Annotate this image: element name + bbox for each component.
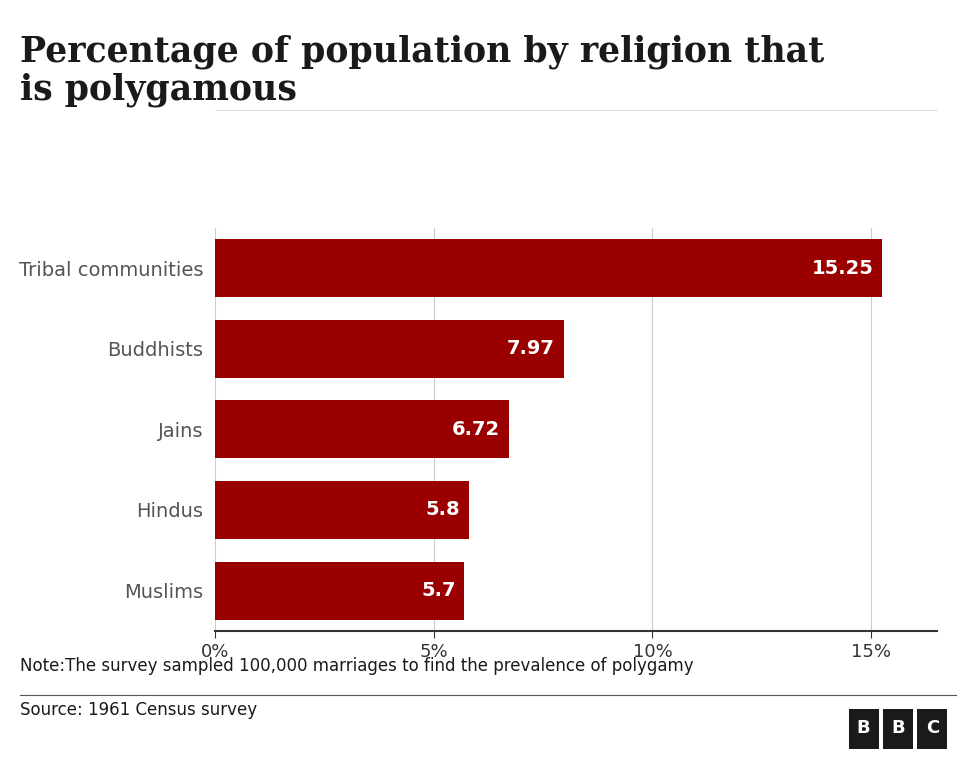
Text: B: B	[857, 719, 871, 737]
Text: 15.25: 15.25	[812, 258, 874, 277]
FancyBboxPatch shape	[883, 709, 913, 749]
Text: 5.8: 5.8	[426, 500, 460, 520]
Text: 6.72: 6.72	[452, 420, 500, 439]
Text: B: B	[891, 719, 905, 737]
FancyBboxPatch shape	[917, 709, 948, 749]
Text: 5.7: 5.7	[421, 581, 456, 600]
Bar	[215, 401, 508, 458]
Text: C: C	[925, 719, 939, 737]
Bar	[215, 562, 465, 619]
FancyBboxPatch shape	[848, 709, 878, 749]
Text: Note:The survey sampled 100,000 marriages to find the prevalence of polygamy: Note:The survey sampled 100,000 marriage…	[20, 657, 693, 676]
Text: is polygamous: is polygamous	[20, 72, 297, 106]
Text: Percentage of population by religion that: Percentage of population by religion tha…	[20, 34, 824, 68]
Bar	[215, 481, 468, 539]
Text: 7.97: 7.97	[507, 339, 554, 359]
Bar	[215, 239, 882, 297]
Text: Source: 1961 Census survey: Source: 1961 Census survey	[20, 701, 257, 720]
Bar	[215, 320, 563, 378]
